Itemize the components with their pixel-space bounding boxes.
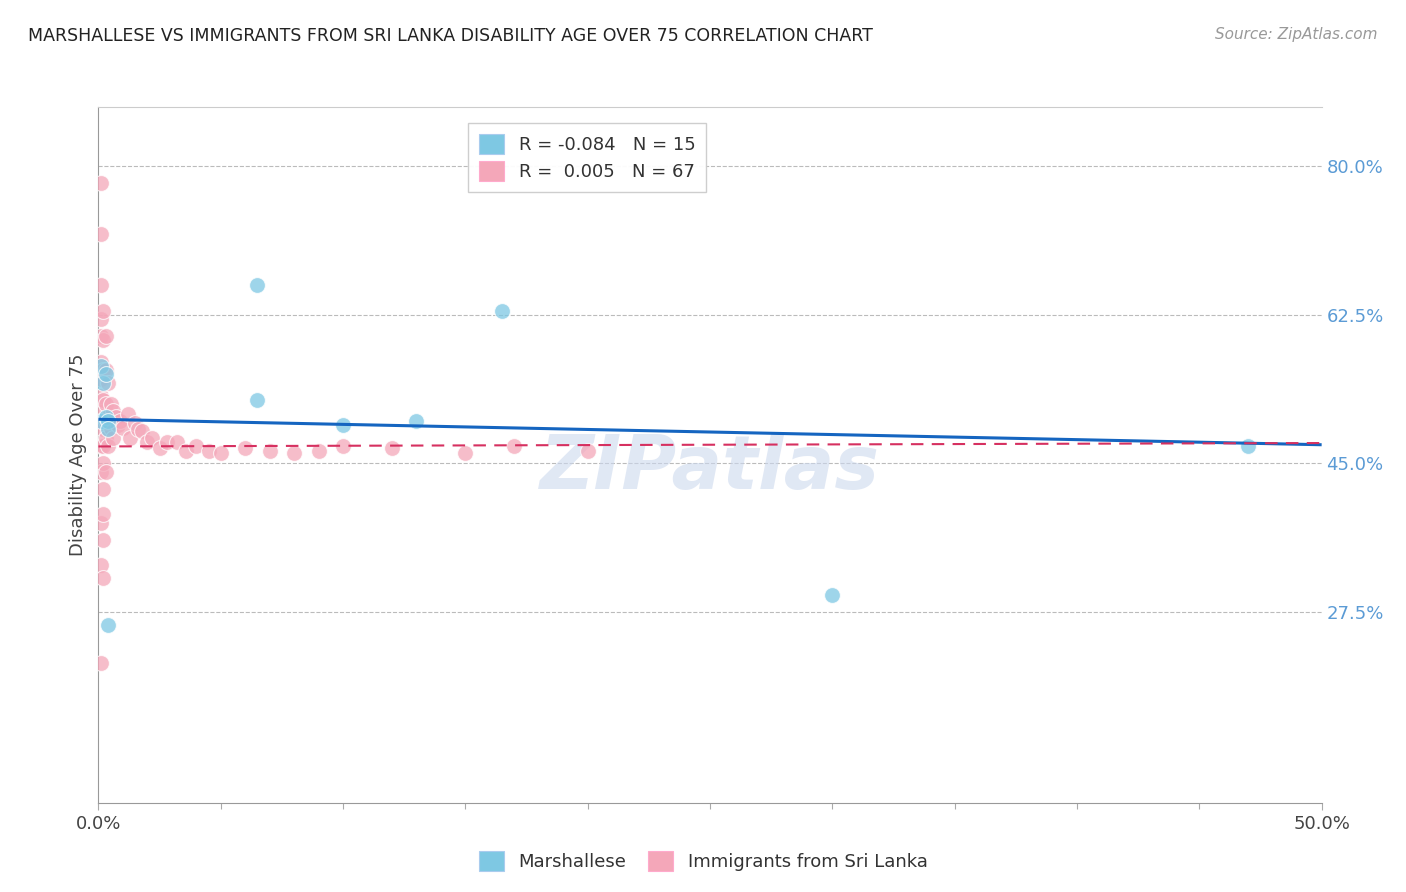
- Point: [91, 457, 114, 471]
- Point: [94, 414, 117, 428]
- Point: [124, 416, 146, 430]
- Point: [120, 431, 142, 445]
- Point: [90, 354, 112, 368]
- Point: [308, 443, 330, 458]
- Point: [1237, 439, 1260, 453]
- Point: [101, 431, 124, 445]
- Point: [332, 418, 354, 433]
- Point: [91, 533, 114, 547]
- Text: Source: ZipAtlas.com: Source: ZipAtlas.com: [1215, 27, 1378, 42]
- Point: [454, 446, 477, 460]
- Point: [136, 435, 159, 450]
- Point: [94, 397, 117, 411]
- Point: [97, 617, 120, 632]
- Point: [246, 392, 269, 407]
- Y-axis label: Disability Age Over 75: Disability Age Over 75: [69, 353, 87, 557]
- Point: [332, 439, 354, 453]
- Legend: Marshallese, Immigrants from Sri Lanka: Marshallese, Immigrants from Sri Lanka: [471, 844, 935, 879]
- Point: [91, 571, 114, 585]
- Point: [94, 431, 117, 445]
- Point: [491, 303, 513, 318]
- Point: [101, 404, 124, 418]
- Point: [405, 414, 427, 428]
- Text: ZIPatlas: ZIPatlas: [540, 433, 880, 506]
- Point: [91, 508, 114, 522]
- Point: [91, 376, 114, 390]
- Point: [90, 329, 112, 343]
- Point: [149, 441, 172, 455]
- Point: [576, 443, 599, 458]
- Point: [111, 421, 134, 435]
- Point: [197, 443, 219, 458]
- Point: [91, 363, 114, 377]
- Point: [100, 421, 122, 435]
- Point: [166, 435, 188, 450]
- Point: [381, 441, 404, 455]
- Point: [90, 227, 112, 242]
- Point: [91, 334, 114, 348]
- Point: [104, 409, 127, 424]
- Point: [233, 441, 256, 455]
- Point: [97, 414, 120, 428]
- Point: [100, 397, 122, 411]
- Point: [90, 177, 112, 191]
- Point: [90, 465, 112, 479]
- Point: [90, 516, 112, 530]
- Point: [90, 558, 112, 573]
- Point: [94, 329, 117, 343]
- Point: [90, 405, 112, 419]
- Point: [283, 446, 305, 460]
- Point: [91, 414, 114, 428]
- Point: [117, 407, 139, 421]
- Point: [90, 371, 112, 385]
- Point: [91, 303, 114, 318]
- Point: [127, 422, 149, 436]
- Point: [91, 392, 114, 407]
- Point: [97, 422, 120, 436]
- Point: [94, 465, 117, 479]
- Point: [176, 443, 198, 458]
- Point: [246, 278, 269, 293]
- Point: [90, 388, 112, 402]
- Point: [110, 414, 132, 428]
- Point: [107, 418, 129, 433]
- Point: [97, 409, 120, 424]
- Point: [90, 439, 112, 453]
- Point: [90, 278, 112, 293]
- Point: [131, 424, 153, 438]
- Point: [90, 656, 112, 670]
- Text: MARSHALLESE VS IMMIGRANTS FROM SRI LANKA DISABILITY AGE OVER 75 CORRELATION CHAR: MARSHALLESE VS IMMIGRANTS FROM SRI LANKA…: [28, 27, 873, 45]
- Point: [97, 376, 120, 390]
- Point: [90, 414, 112, 428]
- Point: [91, 422, 114, 436]
- Point: [94, 409, 117, 424]
- Point: [186, 439, 208, 453]
- Point: [209, 446, 232, 460]
- Point: [156, 435, 179, 450]
- Point: [90, 312, 112, 326]
- Point: [91, 439, 114, 453]
- Point: [91, 482, 114, 496]
- Point: [821, 588, 844, 602]
- Point: [259, 443, 281, 458]
- Legend: R = -0.084   N = 15, R =  0.005   N = 67: R = -0.084 N = 15, R = 0.005 N = 67: [468, 123, 706, 192]
- Point: [141, 431, 163, 445]
- Point: [97, 439, 120, 453]
- Point: [94, 368, 117, 382]
- Point: [90, 414, 112, 428]
- Point: [90, 359, 112, 373]
- Point: [94, 363, 117, 377]
- Point: [503, 439, 526, 453]
